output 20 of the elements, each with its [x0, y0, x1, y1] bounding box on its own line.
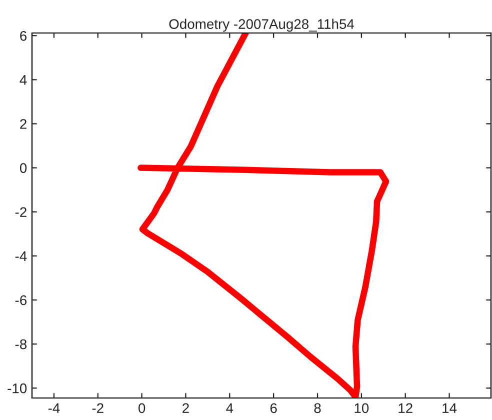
y-tick-label: 2 — [20, 119, 26, 129]
y-tick-label: -4 — [15, 251, 27, 261]
y-tick-label: 0 — [20, 163, 27, 173]
x-tick-label: 0 — [138, 403, 146, 414]
y-tick-label: -8 — [15, 339, 27, 350]
x-tick-label: -4 — [48, 403, 60, 413]
x-tick-label: 12 — [398, 403, 412, 413]
x-tick-label: 6 — [270, 403, 277, 414]
y-tick-label: 4 — [20, 75, 27, 85]
x-tick-label: 2 — [182, 403, 189, 413]
y-tick-label: 6 — [20, 30, 27, 41]
y-tick-label: -10 — [8, 383, 27, 394]
chart-title: Odometry -2007Aug28_11h54 — [169, 18, 354, 32]
y-tick-label: -2 — [15, 207, 26, 217]
x-tick-label: 14 — [442, 403, 457, 413]
x-tick-label: -2 — [92, 403, 104, 413]
x-tick-label: 8 — [314, 403, 321, 414]
x-tick-label: 4 — [226, 403, 234, 413]
y-tick-label: -6 — [15, 295, 27, 306]
x-tick-label: 10 — [354, 403, 369, 414]
